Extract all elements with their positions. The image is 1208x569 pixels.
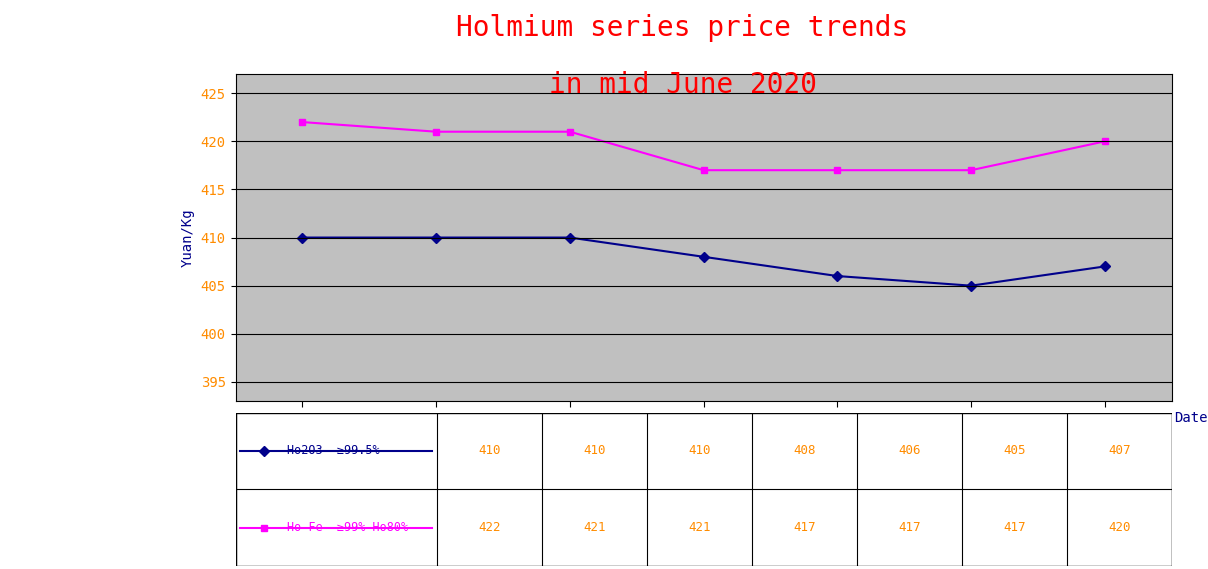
Text: 410: 410 (478, 444, 500, 457)
Text: Ho2O3  ≥99.5%: Ho2O3 ≥99.5% (288, 444, 379, 457)
Text: 406: 406 (898, 444, 920, 457)
Text: 420: 420 (1108, 521, 1131, 534)
Text: 408: 408 (792, 444, 815, 457)
Text: Ho-Fe  ≥99% Ho80%: Ho-Fe ≥99% Ho80% (288, 521, 408, 534)
Text: Holmium series price trends: Holmium series price trends (457, 14, 908, 42)
Text: 410: 410 (583, 444, 605, 457)
Text: 421: 421 (583, 521, 605, 534)
Text: 417: 417 (1003, 521, 1026, 534)
Text: 405: 405 (1003, 444, 1026, 457)
Y-axis label: Yuan/Kg: Yuan/Kg (181, 208, 196, 267)
Text: in mid June 2020: in mid June 2020 (548, 71, 817, 99)
Text: 421: 421 (689, 521, 710, 534)
Text: 410: 410 (689, 444, 710, 457)
Text: 417: 417 (792, 521, 815, 534)
Text: Date: Date (1174, 411, 1208, 425)
Text: 417: 417 (898, 521, 920, 534)
Text: 422: 422 (478, 521, 500, 534)
Text: 407: 407 (1108, 444, 1131, 457)
